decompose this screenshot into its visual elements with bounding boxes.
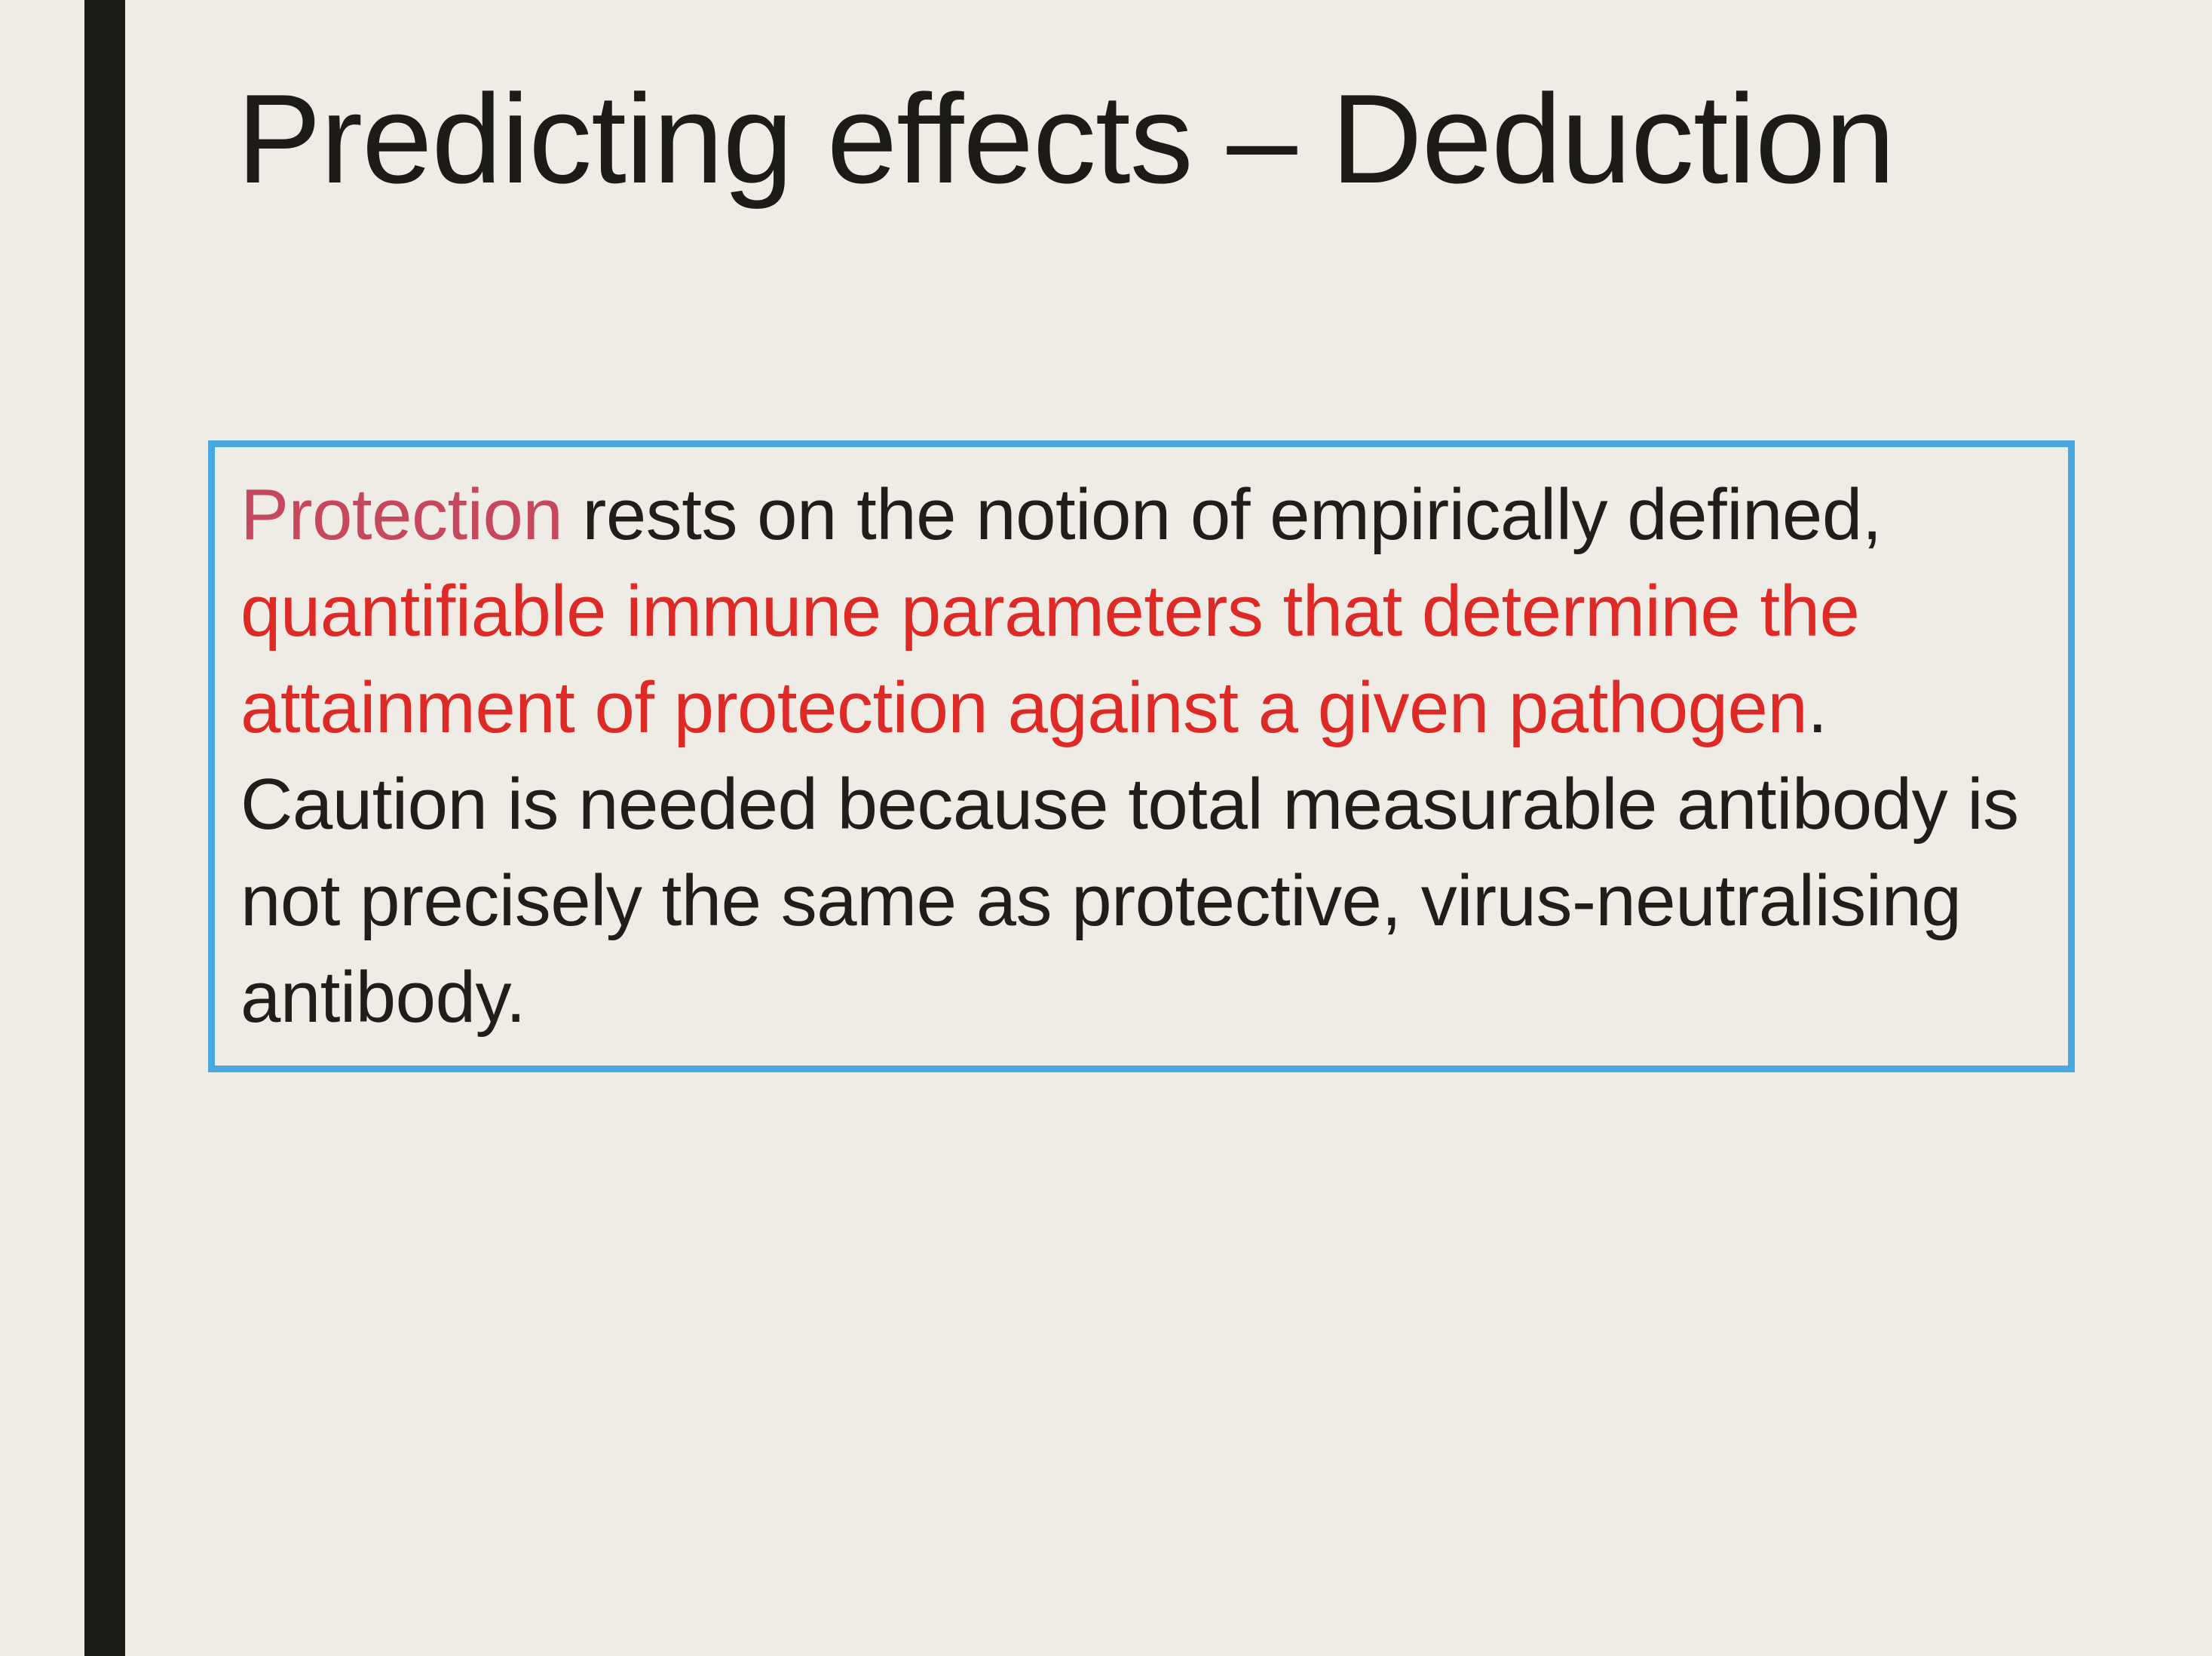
- body-text-part1: rests on the notion of empirically defin…: [562, 474, 1882, 555]
- definition-text: Protection rests on the notion of empiri…: [241, 467, 2053, 1046]
- slide-title: Predicting effects – Deduction: [237, 68, 1895, 210]
- term-protection: Protection: [241, 474, 563, 555]
- key-phrase: quantifiable immune parameters that dete…: [241, 571, 1860, 748]
- body-text-part2: . Caution is needed because total measur…: [241, 667, 2019, 1038]
- definition-box: Protection rests on the notion of empiri…: [208, 440, 2075, 1072]
- accent-bar: [84, 0, 125, 1656]
